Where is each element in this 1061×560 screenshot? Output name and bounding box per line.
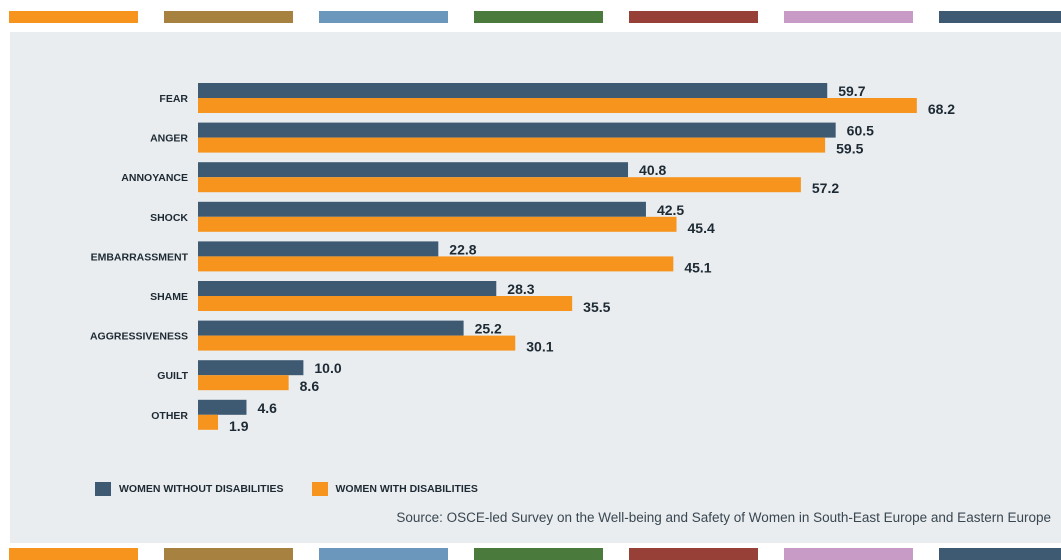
bar-anger-without-disabilities: [198, 122, 836, 138]
color-stripe-4: [474, 11, 603, 23]
color-stripe-5: [629, 11, 758, 23]
bar-guilt-without-disabilities: [198, 360, 304, 376]
color-stripe-1: [9, 548, 138, 560]
chart-panel: [10, 32, 1061, 543]
value-label-annoyance-without-disabilities: 40.8: [639, 162, 666, 178]
value-label-fear-without-disabilities: 59.7: [838, 83, 865, 99]
legend-swatch-with-disabilities: [311, 482, 328, 496]
category-label-fear: FEAR: [159, 93, 188, 105]
bar-shame-without-disabilities: [198, 281, 497, 296]
category-label-aggressiveness: AGGRESSIVENESS: [90, 331, 188, 343]
value-label-guilt-without-disabilities: 10.0: [314, 360, 341, 376]
category-label-shame: SHAME: [150, 291, 188, 303]
category-label-embarrassment: EMBARRASSMENT: [91, 251, 189, 263]
bar-shame-with-disabilities: [198, 296, 573, 311]
category-label-guilt: GUILT: [157, 370, 188, 382]
bar-annoyance-without-disabilities: [198, 162, 629, 178]
color-stripe-2: [164, 11, 293, 23]
bar-guilt-with-disabilities: [198, 375, 289, 391]
bar-fear-with-disabilities: [198, 98, 917, 113]
bottom-color-stripes: [0, 548, 1061, 560]
value-label-shock-with-disabilities: 45.4: [688, 220, 715, 236]
value-label-guilt-with-disabilities: 8.6: [300, 378, 320, 394]
bar-aggressiveness-with-disabilities: [198, 335, 516, 351]
value-label-aggressiveness-with-disabilities: 30.1: [526, 339, 553, 355]
value-label-shame-without-disabilities: 28.3: [507, 281, 534, 297]
color-stripe-5: [629, 548, 758, 560]
color-stripe-4: [474, 548, 603, 560]
value-label-other-with-disabilities: 1.9: [229, 418, 249, 434]
value-label-shock-without-disabilities: 42.5: [657, 202, 684, 218]
legend-swatch-without-disabilities: [95, 482, 111, 496]
color-stripe-6: [784, 11, 913, 23]
color-stripe-6: [784, 548, 913, 560]
bar-embarrassment-with-disabilities: [198, 256, 674, 272]
value-label-embarrassment-without-disabilities: 22.8: [449, 241, 476, 257]
bar-shock-without-disabilities: [198, 201, 646, 217]
value-label-other-without-disabilities: 4.6: [257, 400, 277, 416]
legend-item-with-disabilities: WOMEN WITH DISABILITIES: [311, 482, 478, 496]
color-stripe-7: [939, 548, 1061, 560]
legend-label-with-disabilities: WOMEN WITH DISABILITIES: [335, 483, 478, 495]
value-label-anger-without-disabilities: 60.5: [847, 123, 874, 139]
color-stripe-7: [939, 11, 1061, 23]
chart-legend: WOMEN WITHOUT DISABILITIES WOMEN WITH DI…: [95, 482, 506, 496]
category-label-annoyance: ANNOYANCE: [121, 172, 188, 184]
value-label-fear-with-disabilities: 68.2: [928, 101, 955, 117]
value-label-aggressiveness-without-disabilities: 25.2: [475, 321, 502, 337]
bar-other-without-disabilities: [198, 399, 247, 415]
value-label-shame-with-disabilities: 35.5: [583, 299, 610, 315]
value-label-embarrassment-with-disabilities: 45.1: [684, 259, 711, 275]
category-label-anger: ANGER: [150, 133, 188, 145]
bar-fear-without-disabilities: [198, 83, 828, 98]
source-note: Source: OSCE-led Survey on the Well-bein…: [396, 510, 1051, 525]
bar-annoyance-with-disabilities: [198, 177, 801, 193]
bar-embarrassment-without-disabilities: [198, 241, 439, 257]
category-label-shock: SHOCK: [150, 212, 188, 224]
bar-aggressiveness-without-disabilities: [198, 320, 464, 336]
bar-shock-with-disabilities: [198, 216, 677, 232]
color-stripe-3: [319, 11, 448, 23]
value-label-annoyance-with-disabilities: 57.2: [812, 180, 839, 196]
bar-other-with-disabilities: [198, 414, 219, 430]
category-label-other: OTHER: [151, 410, 188, 422]
color-stripe-3: [319, 548, 448, 560]
top-color-stripes: [0, 11, 1061, 23]
value-label-anger-with-disabilities: 59.5: [836, 141, 863, 157]
legend-label-without-disabilities: WOMEN WITHOUT DISABILITIES: [119, 483, 284, 495]
color-stripe-2: [164, 548, 293, 560]
legend-item-without-disabilities: WOMEN WITHOUT DISABILITIES: [95, 482, 284, 496]
bar-anger-with-disabilities: [198, 137, 826, 153]
color-stripe-1: [9, 11, 138, 23]
